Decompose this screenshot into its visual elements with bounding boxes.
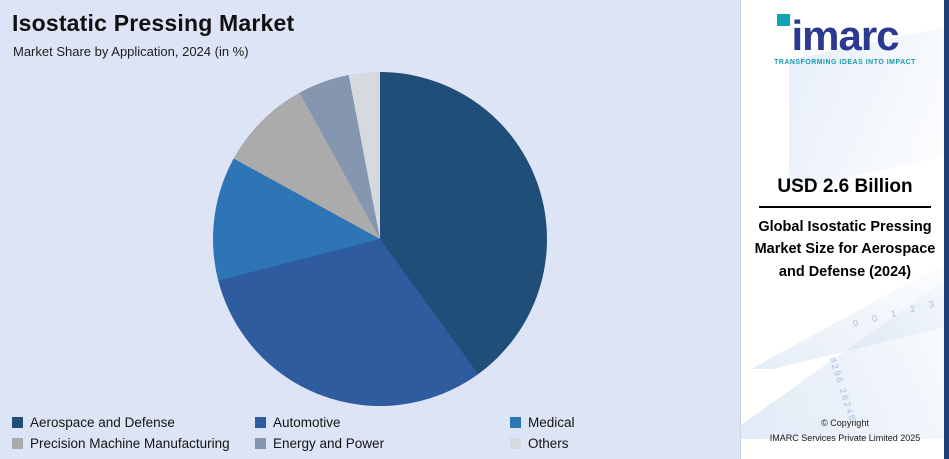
legend-item: Aerospace and Defense: [12, 415, 255, 430]
legend-label: Medical: [528, 415, 575, 430]
right-edge-bar: [944, 0, 949, 459]
legend-label: Precision Machine Manufacturing: [30, 436, 230, 451]
imarc-logo: imarc TRANSFORMING IDEAS INTO IMPACT: [741, 12, 949, 69]
copyright-line2: IMARC Services Private Limited 2025: [769, 432, 921, 443]
copyright-line1: © Copyright: [821, 418, 869, 429]
divider: [759, 206, 931, 208]
market-size-label: Global Isostatic Pressing Market Size fo…: [754, 219, 936, 280]
market-size-value: USD 2.6 Billion: [777, 176, 913, 197]
legend-item: Energy and Power: [255, 436, 510, 451]
legend-swatch: [510, 417, 521, 428]
legend-item: Automotive: [255, 415, 510, 430]
imarc-logo-tagline: TRANSFORMING IDEAS INTO IMPACT: [774, 59, 916, 67]
copyright: © Copyright IMARC Services Private Limit…: [741, 416, 949, 445]
legend-item: Medical: [510, 415, 734, 430]
legend-swatch: [12, 438, 23, 449]
imarc-logo-dot-icon: [777, 14, 791, 26]
legend-label: Automotive: [273, 415, 341, 430]
imarc-logo-inner: imarc TRANSFORMING IDEAS INTO IMPACT: [774, 12, 916, 67]
imarc-logo-text: imarc: [791, 12, 899, 59]
legend-label: Others: [528, 436, 569, 451]
legend-swatch: [255, 417, 266, 428]
legend-item: Others: [510, 436, 734, 451]
legend-label: Energy and Power: [273, 436, 385, 451]
legend-label: Aerospace and Defense: [30, 415, 175, 430]
legend-swatch: [510, 438, 521, 449]
chart-legend: Aerospace and Defense Automotive Medical Pr…: [12, 415, 734, 451]
pie-chart: [213, 72, 547, 406]
chart-subtitle: Market Share by Application, 2024 (in %): [13, 44, 249, 59]
chart-panel: Isostatic Pressing Market Market Share b…: [0, 0, 740, 459]
sidebar: 0 0 1 2 3 8296 26248 imarc TRANSFORMING …: [740, 0, 949, 459]
legend-swatch: [255, 438, 266, 449]
legend-swatch: [12, 417, 23, 428]
page-title: Isostatic Pressing Market: [12, 10, 295, 36]
legend-item: Precision Machine Manufacturing: [12, 436, 255, 451]
